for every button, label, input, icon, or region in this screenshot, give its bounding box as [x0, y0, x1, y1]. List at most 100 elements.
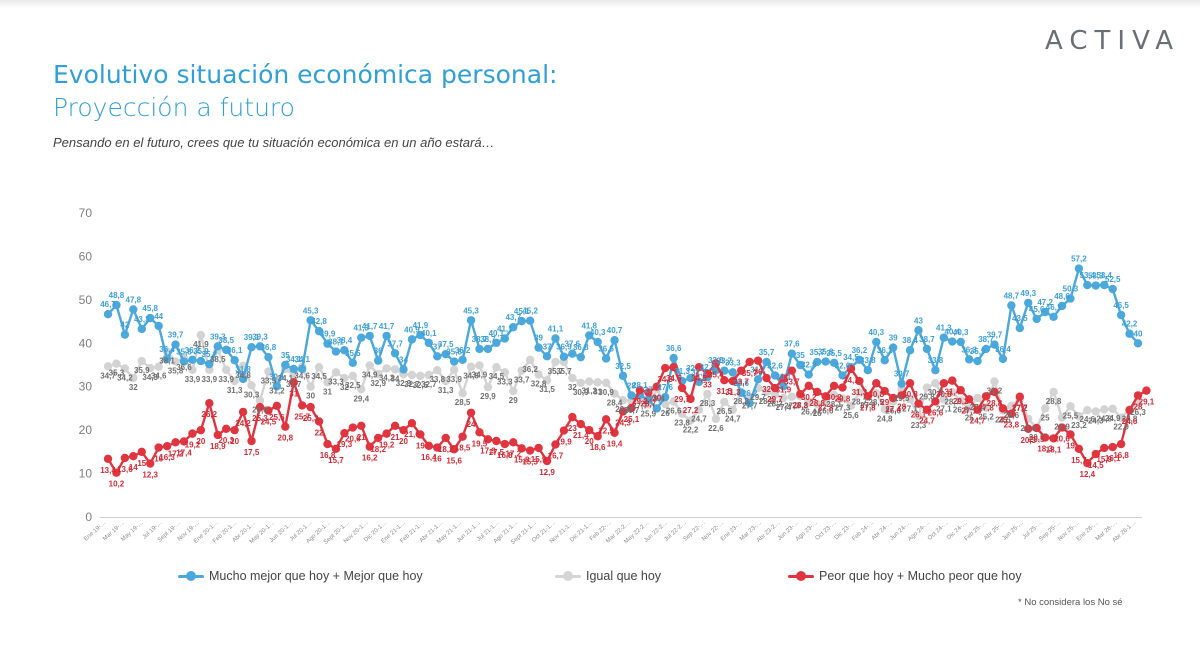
- data-point: [779, 374, 788, 383]
- data-point: [449, 357, 459, 366]
- data-label: 26: [813, 409, 822, 418]
- data-label: 37,6: [784, 340, 800, 349]
- data-point: [568, 349, 577, 358]
- data-point: [171, 438, 180, 447]
- data-label: 23,8: [674, 419, 690, 428]
- data-point: [1133, 339, 1143, 348]
- data-label: 46,7: [100, 300, 116, 309]
- data-point: [441, 349, 450, 359]
- data-label: 37: [543, 342, 552, 351]
- data-label: 33,7: [784, 378, 800, 387]
- data-label: 34: [399, 355, 408, 364]
- data-label: 17,5: [489, 448, 505, 457]
- data-label: 39: [889, 334, 898, 343]
- data-label: 40,3: [868, 328, 884, 337]
- data-label: 17,2: [168, 449, 184, 458]
- data-point: [382, 429, 391, 438]
- data-label: 33,7: [733, 378, 749, 387]
- data-point: [221, 345, 231, 354]
- data-point: [348, 423, 358, 432]
- data-label: 35,7: [548, 367, 564, 376]
- data-label: 37,6: [565, 340, 581, 349]
- data-label: 45,6: [1029, 305, 1045, 314]
- data-label: 37,5: [438, 340, 454, 349]
- data-point: [382, 364, 391, 373]
- data-point: [357, 421, 366, 430]
- data-label: 34,5: [691, 374, 707, 383]
- data-label: 33,5: [261, 377, 277, 386]
- data-label: 25,2: [978, 413, 994, 422]
- data-label: 27,1: [936, 404, 952, 413]
- data-point: [238, 407, 248, 417]
- data-label: 28: [1134, 402, 1143, 411]
- data-label: 38,7: [978, 335, 994, 344]
- data-label: 32: [568, 383, 577, 392]
- data-point: [492, 362, 501, 372]
- data-label: 41,9: [193, 340, 209, 349]
- data-label: 39,7: [987, 331, 1003, 340]
- data-point: [306, 316, 315, 325]
- data-point: [838, 371, 847, 380]
- data-label: 34,3: [142, 373, 158, 382]
- data-label: 10,2: [109, 480, 125, 489]
- data-label: 15,7: [328, 456, 344, 465]
- data-point: [762, 373, 771, 383]
- data-point: [677, 383, 687, 393]
- data-point: [855, 376, 864, 386]
- data-point: [272, 401, 282, 411]
- data-point: [1040, 307, 1050, 317]
- data-label: 48,6: [1054, 292, 1070, 301]
- y-tick-label: 70: [79, 206, 93, 220]
- data-label: 31,3: [852, 388, 868, 397]
- data-label: 36,3: [961, 345, 977, 354]
- data-point: [627, 391, 636, 400]
- data-label: 57,2: [1071, 255, 1087, 264]
- data-label: 34,6: [294, 372, 310, 381]
- data-point: [542, 352, 552, 361]
- data-point: [1024, 424, 1033, 434]
- data-label: 35,8: [446, 348, 462, 357]
- data-point: [931, 366, 940, 375]
- data-point: [365, 361, 374, 370]
- data-label: 35,7: [742, 369, 758, 378]
- data-label: 39,9: [320, 330, 336, 339]
- data-point: [627, 403, 636, 413]
- data-label: 30,2: [826, 393, 842, 402]
- data-point: [1133, 391, 1143, 400]
- data-label: 15,9: [1096, 455, 1112, 464]
- data-label: 19,2: [379, 441, 395, 450]
- data-label: 34,1: [286, 355, 302, 364]
- data-label: 43,3: [134, 315, 150, 324]
- data-point: [998, 404, 1008, 413]
- data-point: [500, 439, 510, 449]
- data-point: [340, 428, 349, 438]
- data-point: [407, 418, 417, 428]
- data-label: 30: [652, 394, 661, 403]
- data-point: [441, 376, 450, 386]
- data-label: 19,3: [337, 440, 353, 449]
- data-point: [416, 330, 425, 340]
- data-point: [306, 382, 315, 391]
- data-label: 29,1: [1139, 398, 1155, 407]
- data-label: 34,5: [311, 372, 327, 381]
- data-label: 22,9: [1113, 423, 1129, 432]
- data-label: 38,7: [472, 335, 488, 344]
- legend-item-igual: Igual que hoy: [555, 569, 661, 583]
- data-point: [880, 386, 889, 396]
- data-point: [804, 381, 813, 391]
- data-point: [534, 370, 543, 379]
- data-label: 20: [196, 437, 205, 446]
- page-title: Evolutivo situación económica personal:: [53, 60, 558, 89]
- data-point: [610, 336, 619, 345]
- data-point: [441, 433, 450, 443]
- data-point: [905, 346, 915, 355]
- data-label: 35,7: [809, 348, 825, 357]
- data-point: [939, 379, 949, 388]
- data-point: [931, 397, 940, 406]
- data-label: 40,1: [489, 329, 505, 338]
- legend-label-igual: Igual que hoy: [586, 569, 662, 583]
- data-point: [1083, 405, 1092, 415]
- data-label: 29: [509, 396, 518, 405]
- data-label: 32: [762, 385, 771, 394]
- data-point: [964, 404, 974, 413]
